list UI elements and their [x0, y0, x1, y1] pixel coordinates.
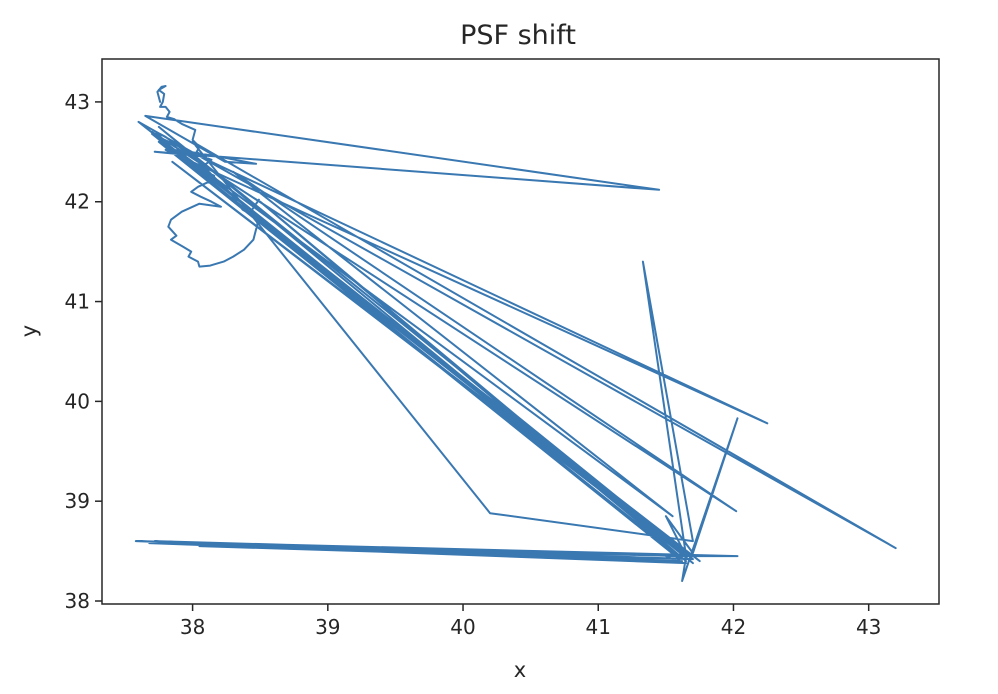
x-tick-label: 39 [315, 615, 340, 639]
y-axis: 38 39 40 41 42 43 [65, 90, 102, 613]
y-tick-label: 42 [65, 190, 90, 214]
y-tick-label: 40 [65, 389, 90, 413]
y-tick-label: 38 [65, 589, 90, 613]
series-line-0 [134, 85, 897, 582]
y-axis-label: y [17, 325, 41, 337]
x-tick-label: 41 [586, 615, 611, 639]
x-tick-label: 42 [721, 615, 746, 639]
x-tick-label: 40 [450, 615, 475, 639]
x-axis: 38 39 40 41 42 43 [180, 604, 881, 639]
x-tick-label: 43 [856, 615, 881, 639]
y-tick-label: 43 [65, 90, 90, 114]
y-tick-label: 39 [65, 489, 90, 513]
plot-frame [101, 58, 940, 605]
y-tick-label: 41 [65, 290, 90, 314]
x-axis-label: x [514, 658, 526, 682]
chart-title: PSF shift [460, 20, 576, 51]
plot-area [134, 85, 897, 582]
x-tick-label: 38 [180, 615, 205, 639]
